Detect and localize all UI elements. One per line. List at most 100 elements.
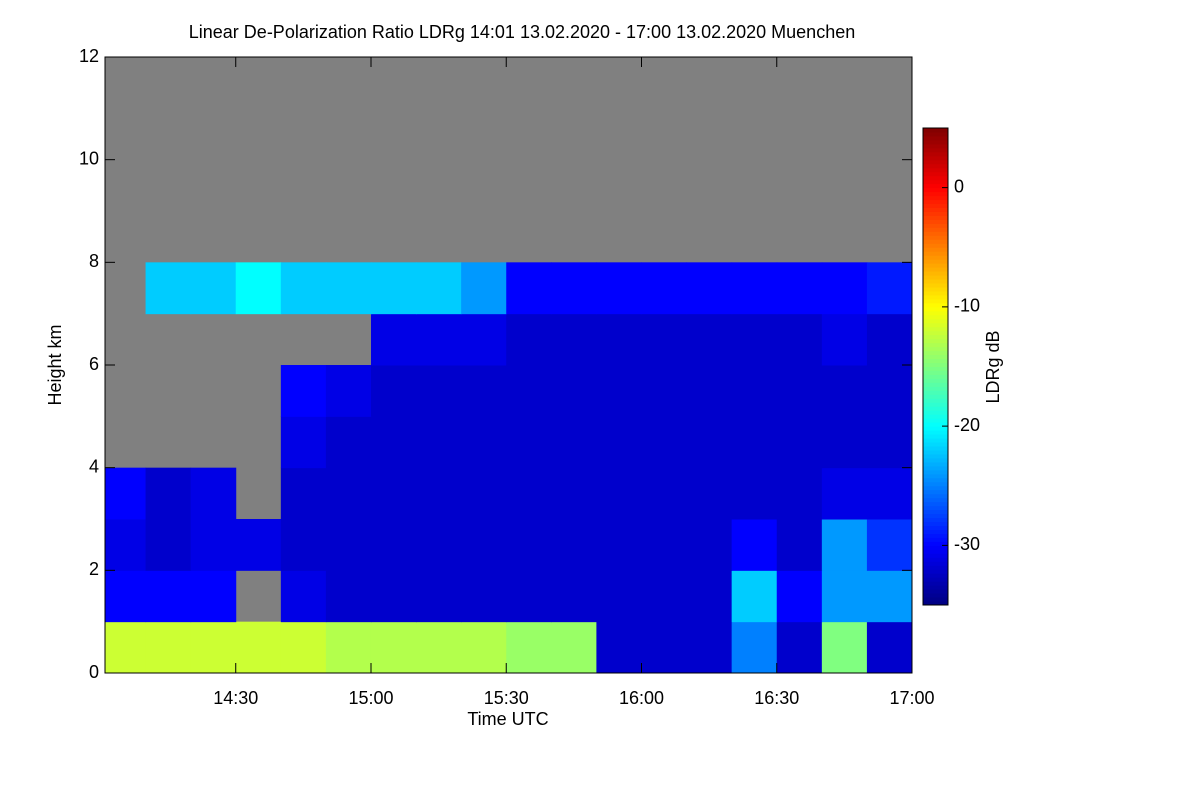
colorbar-step bbox=[923, 473, 948, 479]
colorbar-step bbox=[923, 418, 948, 423]
heatmap-cell bbox=[280, 467, 327, 520]
heatmap-cell bbox=[325, 519, 372, 571]
heatmap-cell bbox=[821, 365, 868, 417]
colorbar-step bbox=[923, 497, 948, 503]
heatmap-cell bbox=[416, 570, 462, 623]
colorbar-tick-label: -30 bbox=[954, 534, 980, 554]
heatmap-cell bbox=[731, 313, 778, 366]
colorbar-step bbox=[923, 505, 948, 511]
heatmap-cell bbox=[370, 416, 417, 469]
colorbar-step bbox=[923, 215, 948, 220]
heatmap-cell bbox=[686, 467, 733, 520]
x-axis-label: Time UTC bbox=[467, 709, 548, 729]
colorbar-step bbox=[923, 561, 948, 566]
colorbar-step bbox=[923, 493, 948, 499]
heatmap-cell bbox=[731, 621, 778, 674]
colorbar-step bbox=[923, 263, 948, 268]
colorbar-tick-label: -10 bbox=[954, 296, 980, 316]
colorbar-step bbox=[923, 310, 948, 316]
colorbar-step bbox=[923, 374, 948, 379]
heatmap-cell bbox=[776, 262, 823, 315]
heatmap-cell bbox=[325, 262, 372, 315]
colorbar-step bbox=[923, 259, 948, 264]
heatmap-cell bbox=[596, 570, 642, 623]
colorbar-step bbox=[923, 362, 948, 367]
heatmap-cell bbox=[280, 621, 327, 674]
heatmap-cell bbox=[641, 570, 688, 623]
colorbar-step bbox=[923, 275, 948, 280]
colorbar-step bbox=[923, 553, 948, 558]
colorbar-step bbox=[923, 175, 948, 181]
heatmap-cell bbox=[145, 519, 192, 571]
colorbar-step bbox=[923, 593, 948, 598]
heatmap-cell bbox=[325, 416, 372, 469]
colorbar-step bbox=[923, 354, 948, 360]
heatmap-cell bbox=[416, 621, 462, 674]
heatmap-cell bbox=[821, 519, 868, 571]
heatmap-cell bbox=[641, 467, 688, 520]
colorbar-step bbox=[923, 139, 948, 145]
colorbar-step bbox=[923, 370, 948, 375]
heatmap-cell bbox=[506, 467, 552, 520]
heatmap-cell bbox=[461, 467, 507, 520]
colorbar-step bbox=[923, 227, 948, 232]
heatmap-cell bbox=[866, 313, 913, 366]
colorbar-step bbox=[923, 446, 948, 451]
x-tick-label: 14:30 bbox=[213, 688, 258, 708]
colorbar-step bbox=[923, 398, 948, 403]
heatmap-cell bbox=[416, 262, 462, 315]
colorbar-step bbox=[923, 191, 948, 197]
colorbar-step bbox=[923, 577, 948, 582]
colorbar-step bbox=[923, 469, 948, 475]
heatmap-cell bbox=[105, 621, 147, 674]
heatmap-cell bbox=[325, 365, 372, 417]
heatmap-cell bbox=[641, 416, 688, 469]
heatmap-cell bbox=[551, 416, 597, 469]
colorbar-step bbox=[923, 247, 948, 252]
heatmap-cell bbox=[461, 519, 507, 571]
heatmap-cell bbox=[190, 570, 237, 623]
heatmap-cell bbox=[370, 262, 417, 315]
heatmap-cell bbox=[105, 467, 147, 520]
colorbar-step bbox=[923, 159, 948, 165]
chart-title: Linear De-Polarization Ratio LDRg 14:01 … bbox=[189, 22, 855, 42]
heatmap-cell bbox=[105, 570, 147, 623]
colorbar-step bbox=[923, 442, 948, 447]
colorbar-step bbox=[923, 302, 948, 308]
colorbar-step bbox=[923, 541, 948, 546]
heatmap-cell bbox=[461, 416, 507, 469]
colorbar-step bbox=[923, 521, 948, 526]
heatmap-cell bbox=[641, 621, 688, 674]
x-tick-label: 15:00 bbox=[348, 688, 393, 708]
colorbar-step bbox=[923, 358, 948, 364]
heatmap-cell bbox=[105, 519, 147, 571]
heatmap-cell bbox=[866, 416, 913, 469]
colorbar-step bbox=[923, 386, 948, 391]
colorbar-step bbox=[923, 223, 948, 228]
heatmap-cell bbox=[821, 262, 868, 315]
heatmap-cell bbox=[596, 365, 642, 417]
colorbar-step bbox=[923, 287, 948, 292]
heatmap-cell bbox=[551, 365, 597, 417]
heatmap-cell bbox=[506, 519, 552, 571]
heatmap-cell bbox=[866, 262, 913, 315]
heatmap-cell bbox=[686, 365, 733, 417]
heatmap-cell bbox=[145, 621, 192, 674]
heatmap-cell bbox=[641, 365, 688, 417]
colorbar-step bbox=[923, 155, 948, 161]
colorbar-step bbox=[923, 422, 948, 427]
colorbar-step bbox=[923, 597, 948, 602]
heatmap-cell bbox=[370, 365, 417, 417]
colorbar-step bbox=[923, 525, 948, 530]
colorbar-step bbox=[923, 290, 948, 296]
colorbar-step bbox=[923, 489, 948, 495]
heatmap-cell bbox=[416, 365, 462, 417]
x-tick-label: 16:30 bbox=[754, 688, 799, 708]
colorbar-step bbox=[923, 533, 948, 538]
colorbar-step bbox=[923, 147, 948, 153]
colorbar-step bbox=[923, 501, 948, 507]
heatmap-cell bbox=[866, 519, 913, 571]
heatmap-cell bbox=[866, 365, 913, 417]
colorbar-step bbox=[923, 457, 948, 463]
heatmap-cell bbox=[280, 570, 327, 623]
